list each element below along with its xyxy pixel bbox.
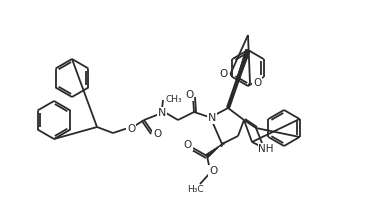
- Text: CH₃: CH₃: [166, 95, 182, 104]
- Polygon shape: [228, 49, 250, 108]
- Text: O: O: [184, 140, 192, 150]
- Text: H₃C: H₃C: [187, 184, 203, 194]
- Text: O: O: [127, 124, 135, 134]
- Text: O: O: [253, 78, 261, 88]
- Text: N: N: [208, 113, 216, 123]
- Text: O: O: [209, 166, 217, 176]
- Text: N: N: [158, 108, 166, 118]
- Polygon shape: [206, 144, 222, 157]
- Text: O: O: [185, 90, 193, 100]
- Text: NH: NH: [258, 144, 274, 154]
- Text: O: O: [153, 129, 161, 139]
- Text: O: O: [219, 69, 228, 79]
